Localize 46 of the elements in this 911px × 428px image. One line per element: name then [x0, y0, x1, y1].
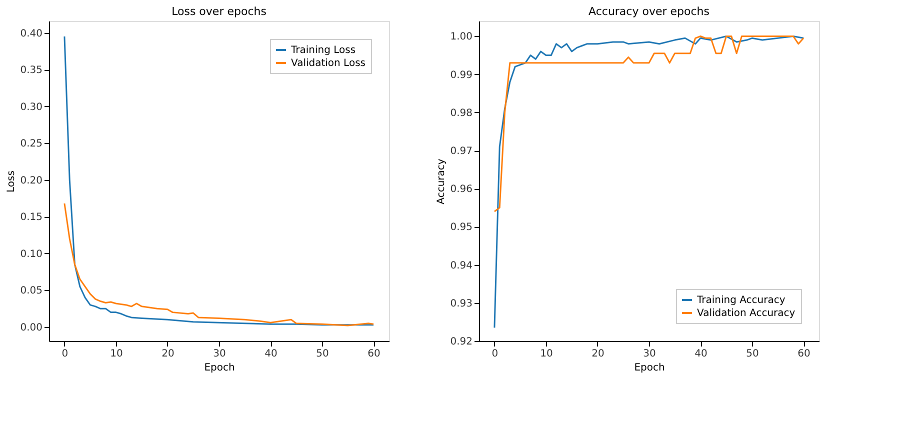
x-tick-label: 40 [694, 348, 708, 360]
x-tick-label: 40 [264, 348, 278, 360]
y-tick-label: 0.15 [20, 212, 42, 224]
x-tick-label: 20 [162, 348, 174, 360]
y-tick-label: 0.93 [450, 298, 472, 310]
y-tick-label: 0.20 [20, 175, 42, 186]
y-tick-label: 0.05 [20, 286, 42, 297]
x-tick-label: 0 [62, 348, 68, 360]
legend-label: Validation Accuracy [697, 308, 796, 319]
legend-label: Training Accuracy [696, 295, 786, 306]
y-tick-label: 0.92 [450, 336, 472, 348]
x-tick-label: 0 [492, 348, 498, 360]
y-tick-label: 0.10 [20, 248, 42, 260]
y-tick-label: 0.95 [450, 222, 472, 234]
x-tick-label: 20 [592, 348, 604, 360]
x-tick-label: 10 [540, 348, 553, 360]
x-axis-title: Epoch [204, 362, 235, 374]
chart-title: Loss over epochs [172, 5, 267, 18]
y-tick-label: 0.98 [450, 108, 472, 119]
x-tick-label: 10 [110, 348, 123, 360]
y-tick-label: 0.30 [20, 102, 42, 113]
legend-label: Training Loss [290, 45, 356, 56]
line-series [494, 35, 804, 328]
x-tick-label: 60 [368, 348, 380, 360]
y-tick-label: 0.96 [450, 184, 472, 196]
x-tick-label: 30 [213, 348, 226, 360]
y-tick-label: 0.99 [450, 70, 472, 81]
line-series [64, 36, 374, 326]
y-tick-label: 0.35 [20, 65, 42, 76]
y-axis-title: Accuracy [436, 158, 448, 204]
line-series [494, 35, 804, 212]
chart-title: Accuracy over epochs [588, 5, 710, 18]
y-tick-label: 0.25 [20, 138, 42, 150]
line-series [64, 202, 374, 326]
y-tick-label: 0.40 [20, 28, 42, 40]
x-tick-label: 60 [798, 348, 810, 360]
x-tick-label: 50 [316, 348, 329, 360]
y-tick-label: 0.00 [20, 322, 42, 334]
y-tick-label: 0.94 [450, 260, 472, 272]
x-axis-title: Epoch [634, 362, 665, 374]
legend-label: Validation Loss [291, 58, 366, 69]
y-tick-label: 0.97 [450, 146, 472, 158]
x-tick-label: 50 [746, 348, 759, 360]
y-tick-label: 1.00 [450, 32, 472, 43]
x-tick-label: 30 [643, 348, 656, 360]
y-axis-title: Loss [6, 170, 18, 192]
